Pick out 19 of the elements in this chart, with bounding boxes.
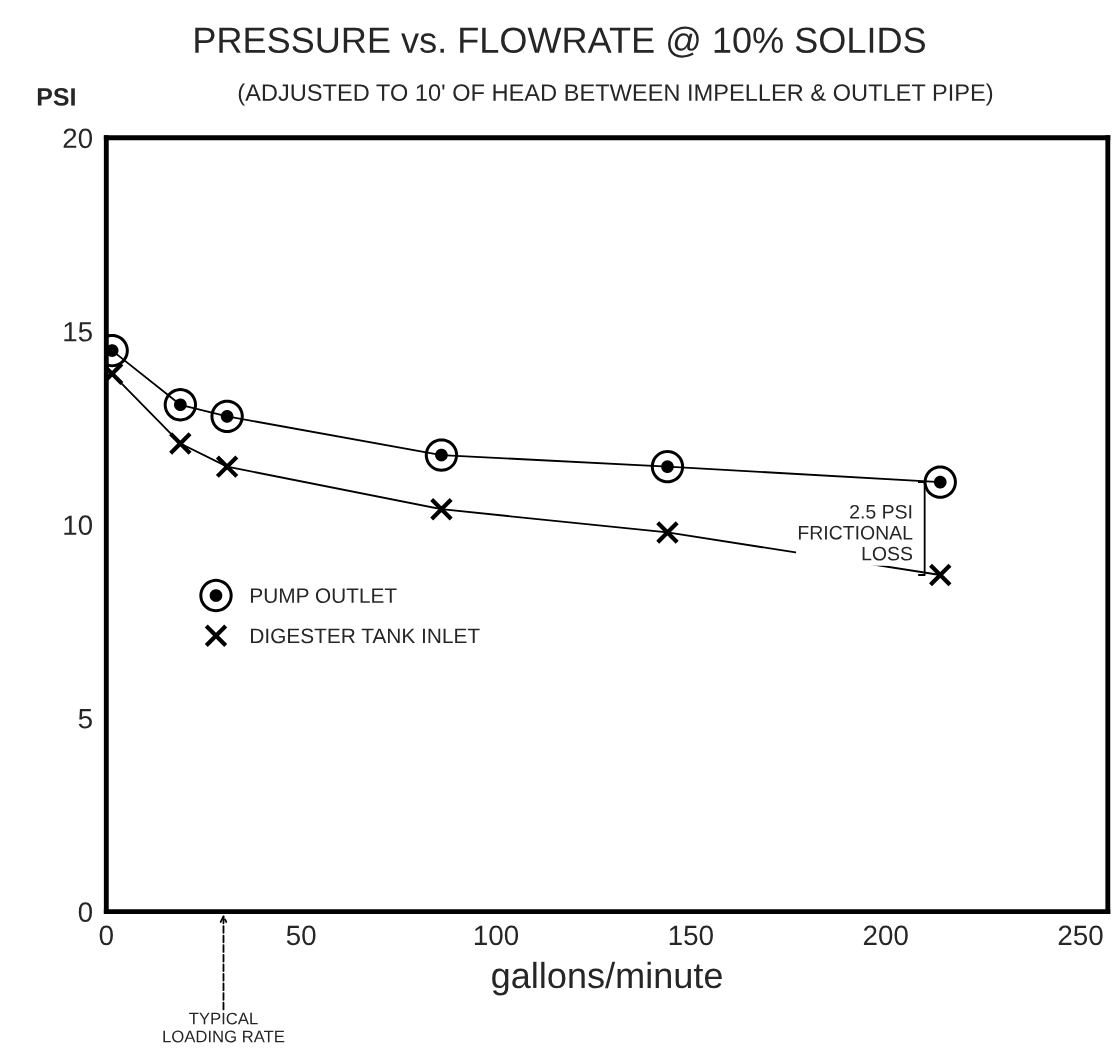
x-tick-label: 250 (1058, 925, 1103, 946)
legend-label: DIGESTER TANK INLET (251, 628, 480, 644)
y-tick-label: 10 (64, 515, 93, 536)
y-tick-label: 15 (64, 322, 92, 342)
y-tick-label: 0 (78, 902, 93, 922)
y-axis-title: PSI (37, 88, 75, 106)
x-tick-label: 150 (669, 925, 713, 946)
x-tick-label: 100 (474, 925, 519, 946)
text: TYPICAL LOADING RATE (163, 1012, 285, 1043)
x-tick-label: 0 (99, 925, 113, 946)
y-tick-label: 20 (63, 128, 93, 149)
x-tick-label: 200 (863, 925, 908, 946)
y-tick-label: 5 (78, 709, 92, 729)
x-tick-label: 50 (286, 925, 316, 946)
chart-title: PRESSURE vs. FLOWRATE @ 10% SOLIDS (195, 26, 925, 58)
legend-label: PUMP OUTLET (251, 588, 397, 604)
x-axis-title: gallons/minute (492, 961, 722, 996)
annotation: 2.5 PSI FRICTIONAL LOSS (798, 504, 913, 561)
chart-subtitle: (ADJUSTED TO 10' OF HEAD BETWEEN IMPELLER & OUTLET PIPE) (238, 83, 993, 106)
